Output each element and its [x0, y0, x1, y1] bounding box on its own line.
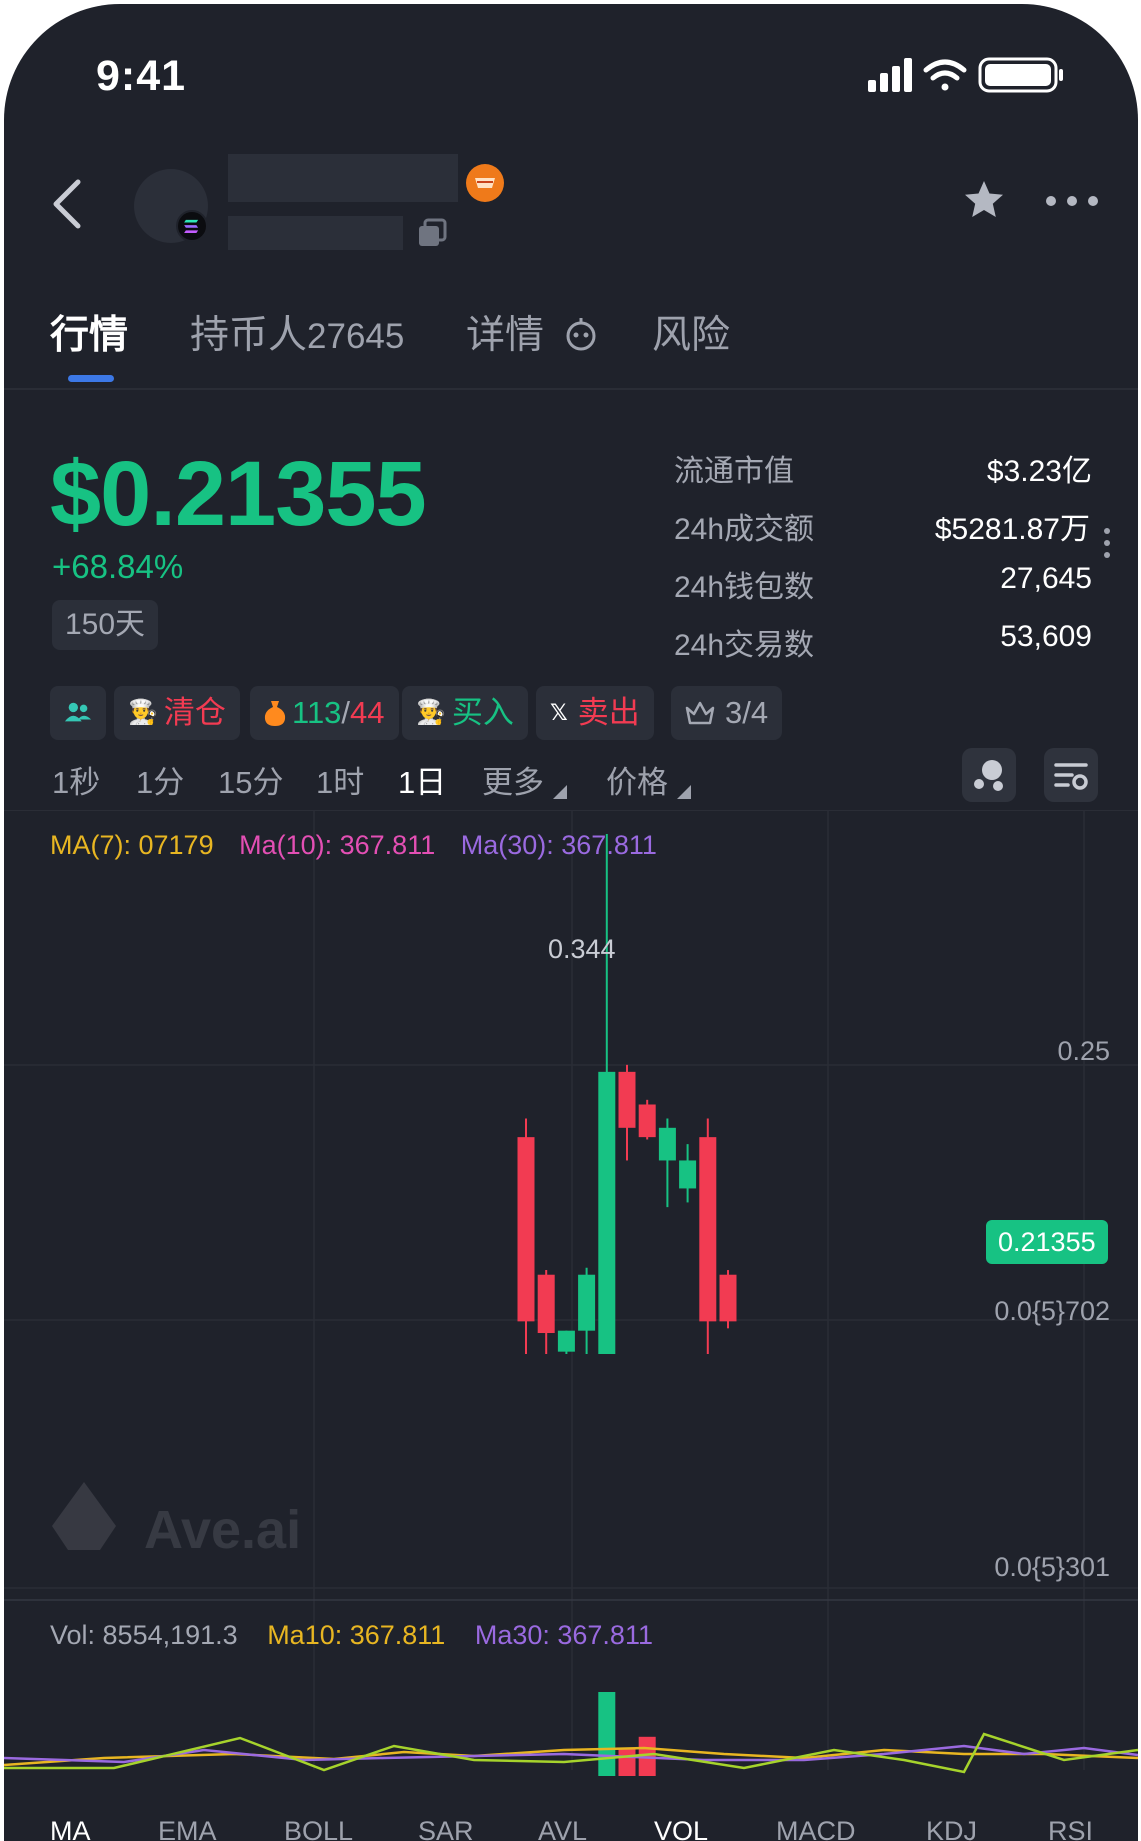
price-mode-dropdown[interactable]: 价格 [606, 757, 691, 802]
stat-value-market-cap: $3.23亿 [986, 455, 1092, 488]
high-price-label: 0.344 [548, 934, 616, 964]
dev-buy-chip[interactable]: 👨‍🍳 买入 [402, 686, 528, 740]
more-options-icon[interactable] [1044, 194, 1100, 208]
timeframe-15m[interactable]: 15分 [218, 765, 284, 800]
watermark-text: Ave.ai [144, 1500, 301, 1560]
tab-details[interactable]: 详情 [466, 304, 599, 360]
indicator-sar[interactable]: SAR [418, 1816, 474, 1841]
volume-ma-lines [4, 1732, 1138, 1774]
twitter-sell-chip[interactable]: 𝕏 卖出 [536, 686, 654, 740]
candle-body [638, 1104, 656, 1138]
token-address-placeholder [228, 216, 403, 250]
indicator-rsi[interactable]: RSI [1048, 1816, 1094, 1841]
stat-value-trades: 53,609 [1000, 620, 1092, 653]
ma-legend: MA(7): 07179 Ma(10): 367.811 Ma(30): 367… [50, 830, 657, 860]
status-icons [868, 57, 1063, 93]
candle-body [537, 1274, 555, 1334]
stat-label-wallets: 24h钱包数 [674, 571, 815, 604]
favorite-star-icon[interactable] [962, 178, 1006, 222]
indicator-macd[interactable]: MACD [776, 1816, 856, 1841]
platform-badge-icon [466, 164, 504, 202]
dev-cleared-chip[interactable]: 👨‍🍳 清仓 [114, 686, 240, 740]
chef-icon: 👨‍🍳 [128, 699, 158, 726]
chart-grid [4, 810, 1138, 1770]
x-logo-icon: 𝕏 [550, 700, 568, 725]
price-change: +68.84% [52, 548, 184, 585]
watermark: Ave.ai [52, 1482, 301, 1560]
token-name-placeholder [228, 154, 458, 202]
stat-value-volume: $5281.87万 [934, 513, 1090, 546]
candle-body [679, 1160, 697, 1189]
y-axis-label-mid: 0.0{5}702 [994, 1296, 1110, 1326]
wifi-icon [923, 59, 967, 91]
stats-more-icon[interactable] [1102, 527, 1112, 559]
candle-body [517, 1137, 535, 1322]
y-axis-label-bottom: 0.0{5}301 [994, 1552, 1110, 1582]
bot-icon [566, 318, 596, 351]
tab-market[interactable]: 行情 [50, 314, 129, 357]
active-tab-indicator [68, 375, 114, 382]
tab-holders[interactable]: 持币人27645 [190, 314, 405, 357]
stat-label-volume: 24h成交额 [674, 513, 815, 546]
indicator-ma[interactable]: MA [50, 1816, 91, 1841]
candle-body [658, 1127, 676, 1161]
current-price: $0.21355 [50, 443, 427, 545]
candle-body [598, 1071, 616, 1354]
timeframe-1m[interactable]: 1分 [136, 765, 185, 800]
stat-label-trades: 24h交易数 [674, 629, 815, 662]
indicator-ema[interactable]: EMA [158, 1816, 217, 1841]
users-icon [64, 702, 92, 722]
candle-body [719, 1274, 737, 1322]
volume-legend: Vol: 8554,191.3 Ma10: 367.811 Ma30: 367.… [50, 1620, 653, 1650]
solana-chain-icon [176, 210, 208, 242]
indicator-vol[interactable]: VOL [654, 1816, 709, 1841]
timeframe-1d[interactable]: 1日 [398, 765, 447, 800]
chart-settings-icon [1054, 763, 1088, 790]
back-arrow-icon[interactable] [48, 176, 88, 232]
candle-body [578, 1274, 596, 1331]
chart-settings-button[interactable] [1044, 748, 1098, 802]
indicator-boll[interactable]: BOLL [284, 1816, 354, 1841]
y-axis-label-top: 0.25 [1057, 1036, 1110, 1066]
drawing-tool-button[interactable] [962, 748, 1016, 802]
top-holders-chip[interactable]: 3/4 [671, 686, 783, 740]
candle-body [699, 1137, 717, 1322]
candle-body [557, 1330, 575, 1352]
crown-top-icon [685, 701, 715, 725]
battery-icon [978, 57, 1063, 93]
dropdown-caret-icon [676, 785, 691, 799]
status-time: 9:41 [96, 52, 187, 100]
cellular-signal-icon [868, 58, 912, 92]
tab-risk[interactable]: 风险 [652, 314, 731, 357]
stat-value-wallets: 27,645 [1000, 562, 1092, 595]
chef-icon: 👨‍🍳 [416, 699, 446, 726]
tab-bar: 行情 持币人27645 详情 风险 [4, 300, 1138, 390]
token-age-badge: 150天 [52, 600, 158, 650]
timeframe-1s[interactable]: 1秒 [52, 765, 101, 800]
timeframe-more-dropdown[interactable]: 更多 [482, 757, 567, 802]
candlestick-chart[interactable]: Ave.ai [4, 810, 1138, 1810]
money-bag-icon [264, 701, 286, 726]
stat-label-market-cap: 流通市值 [674, 455, 794, 488]
copy-icon[interactable] [417, 218, 447, 248]
holders-chip[interactable] [50, 686, 106, 740]
timeframe-1h[interactable]: 1时 [316, 765, 365, 800]
vol-ma7-line [4, 1732, 1138, 1774]
candle-body [618, 1071, 636, 1128]
bubbles-icon [974, 760, 1003, 791]
insider-chip[interactable]: 113/44 [250, 686, 399, 740]
indicator-kdj[interactable]: KDJ [926, 1816, 978, 1841]
volume-bar [598, 1692, 616, 1776]
indicator-avl[interactable]: AVL [538, 1816, 588, 1841]
current-price-tag: 0.21355 [986, 1220, 1108, 1264]
phone-screen: 9:41 [4, 4, 1138, 1841]
volume-bar [618, 1748, 636, 1776]
dropdown-caret-icon [552, 785, 567, 799]
